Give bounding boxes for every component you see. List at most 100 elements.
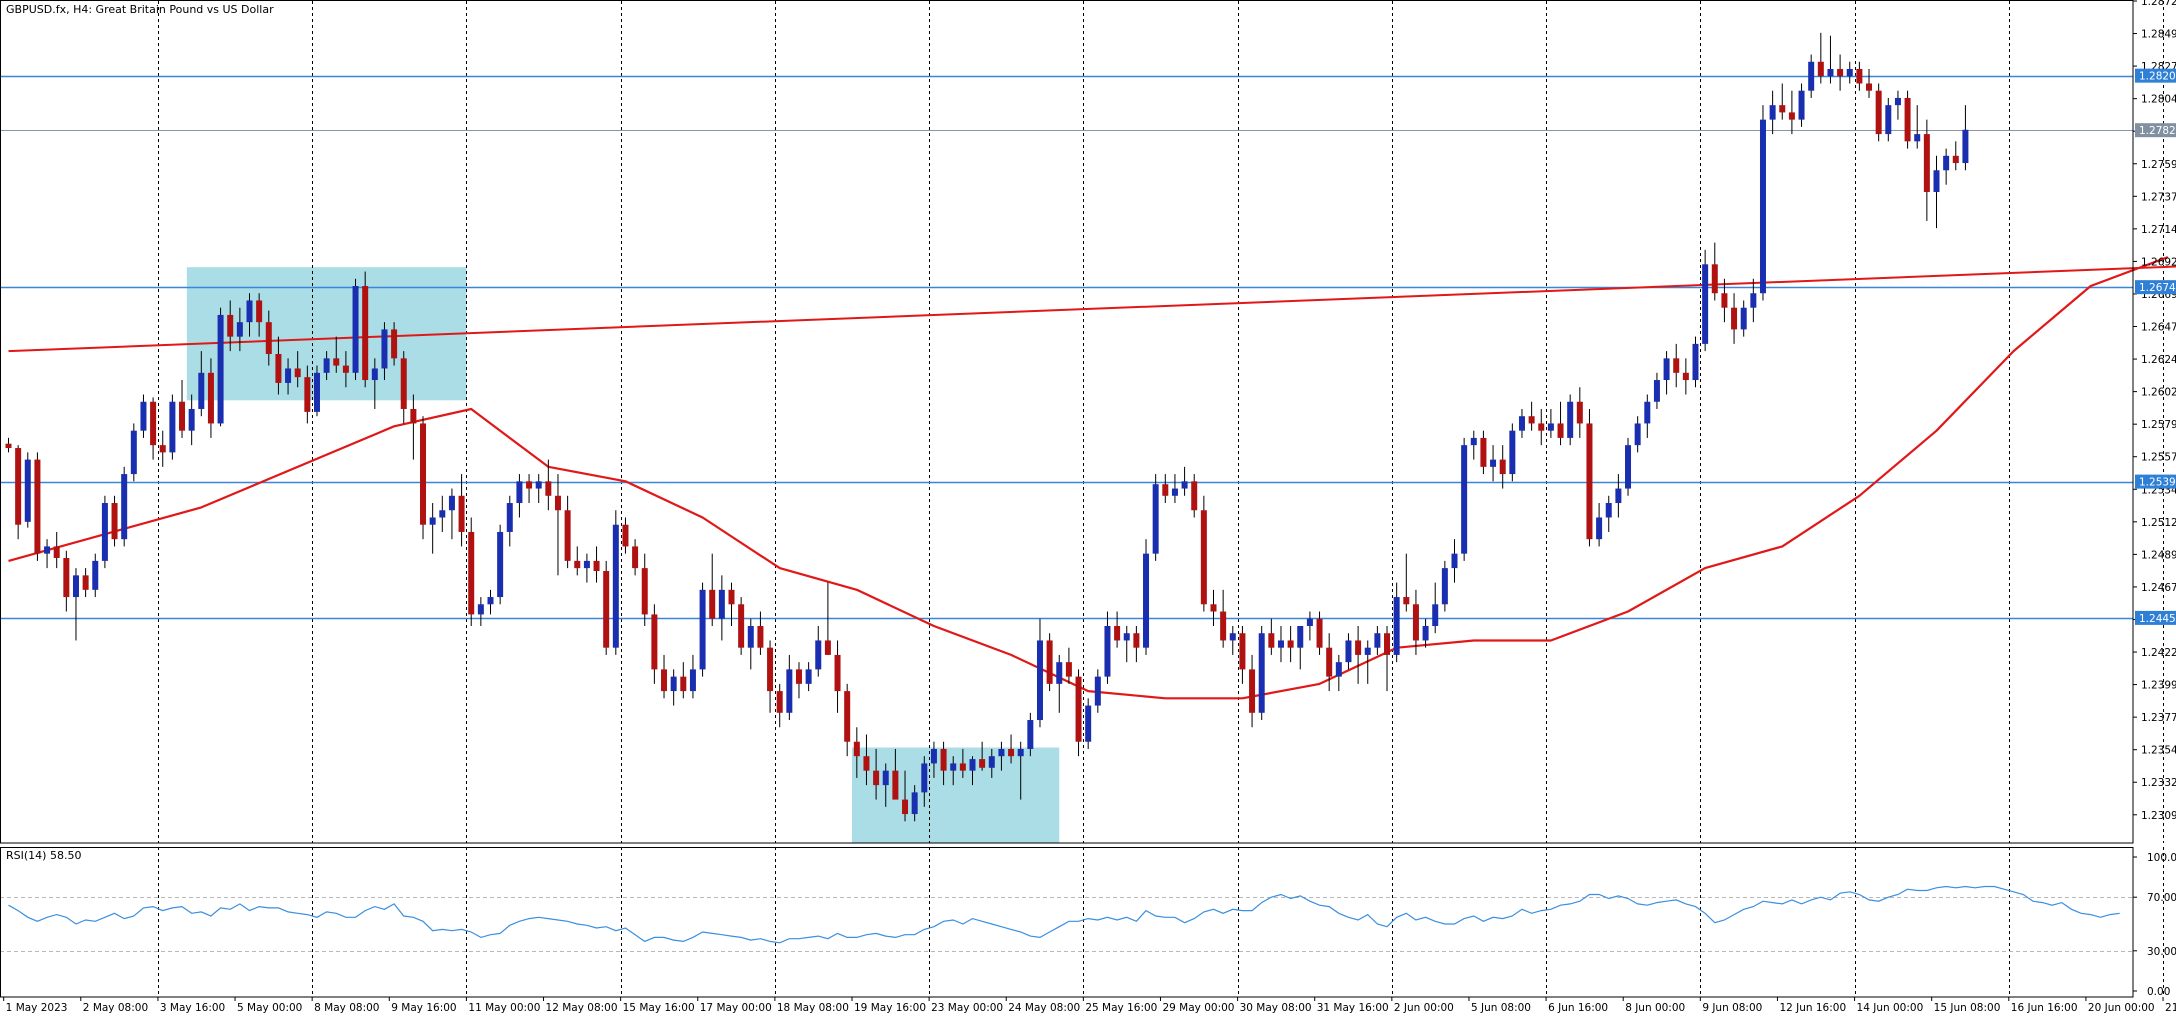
candle (1287, 625, 1294, 663)
indicator-lines-layer (8, 256, 2176, 700)
candle-body (1692, 343, 1699, 381)
time-tick-label: 24 May 08:00 (1008, 1002, 1080, 1014)
candle-body (1827, 68, 1834, 77)
candle-body (323, 358, 330, 373)
candle-body (844, 691, 851, 742)
candle-body (795, 669, 802, 684)
candle-body (1779, 105, 1786, 113)
price-tick-label: 1.23995 (2141, 680, 2176, 692)
candle-body (1759, 119, 1766, 294)
time-tick-label: 2 May 08:00 (83, 1002, 148, 1014)
candle-body (1769, 105, 1776, 120)
candle-body (1403, 597, 1410, 605)
candle (477, 597, 484, 626)
candle (1952, 141, 1959, 171)
candle (207, 358, 214, 438)
candle-body (1740, 307, 1747, 330)
candle-body (1191, 481, 1198, 511)
candle (439, 495, 446, 532)
candle (1827, 35, 1834, 84)
candle-body (391, 329, 398, 359)
candle-body (1702, 264, 1709, 344)
candle-body (709, 589, 716, 619)
trend-line (8, 265, 2176, 353)
candle (1702, 249, 1709, 352)
candle-body (786, 669, 793, 713)
candle (526, 474, 533, 504)
rsi-label: RSI(14) 58.50 (6, 849, 81, 862)
candle (1653, 372, 1660, 409)
candle-body (728, 589, 735, 605)
candle-body (72, 575, 79, 598)
main-panel-border (0, 0, 2134, 844)
candle-body (1036, 640, 1043, 721)
rsi-panel (0, 885, 2133, 952)
candle (1605, 495, 1612, 532)
candle-body (1220, 611, 1227, 641)
candle (1528, 401, 1535, 431)
candle (169, 394, 176, 460)
candle (767, 640, 774, 713)
candle-body (111, 503, 118, 540)
candle (1075, 669, 1082, 757)
time-tick-label: 5 Jun 08:00 (1471, 1002, 1531, 1014)
candle-body (1682, 372, 1689, 381)
candle (179, 380, 186, 438)
candle (1229, 625, 1236, 655)
candle (574, 546, 581, 576)
candle (352, 278, 359, 381)
candle (497, 524, 504, 605)
rsi-tick-label: 70.00 (2147, 892, 2176, 904)
candle (564, 495, 571, 569)
candle-body (1721, 293, 1728, 308)
candle-body (140, 401, 147, 431)
candle (1837, 54, 1844, 91)
candle (246, 293, 253, 337)
candle-body (526, 481, 533, 489)
candle (420, 416, 427, 540)
candle (1220, 589, 1227, 648)
candle-body (217, 314, 224, 424)
candle (1297, 625, 1304, 670)
candle-body (1461, 445, 1468, 554)
candle (227, 300, 234, 352)
zones-layer (186, 267, 1060, 843)
candle (795, 662, 802, 699)
time-tick-label: 25 May 16:00 (1085, 1002, 1157, 1014)
candle-body (487, 597, 494, 605)
candle-body (1557, 423, 1564, 438)
candle (1470, 430, 1477, 460)
candle (1808, 54, 1815, 98)
time-tick-label: 16 Jun 16:00 (2011, 1002, 2078, 1014)
candle (1143, 539, 1150, 655)
candle (554, 474, 561, 576)
candle (1171, 474, 1178, 504)
candle-body (188, 408, 195, 431)
candle-body (1364, 647, 1371, 655)
candle (53, 531, 60, 569)
candle-body (207, 372, 214, 424)
candle (930, 741, 937, 778)
candle (1200, 495, 1207, 612)
candle-body (101, 503, 108, 561)
candle-body (1171, 488, 1178, 496)
candle (1711, 242, 1718, 301)
candle-body (930, 748, 937, 764)
candle (902, 770, 909, 822)
candle-body (34, 459, 41, 554)
candle (63, 550, 70, 612)
candle (516, 474, 523, 518)
time-tick-label: 8 Jun 00:00 (1625, 1002, 1685, 1014)
candle-body (1470, 437, 1477, 446)
candle-body (998, 748, 1005, 757)
time-tick-label: 12 Jun 16:00 (1779, 1002, 1846, 1014)
candle (1239, 625, 1246, 684)
candle (159, 430, 166, 467)
candle-body (882, 770, 889, 786)
candle (82, 568, 89, 598)
candle (1345, 633, 1352, 670)
candle-body (1133, 633, 1140, 648)
candle-body (921, 763, 928, 793)
candle-body (1239, 633, 1246, 670)
